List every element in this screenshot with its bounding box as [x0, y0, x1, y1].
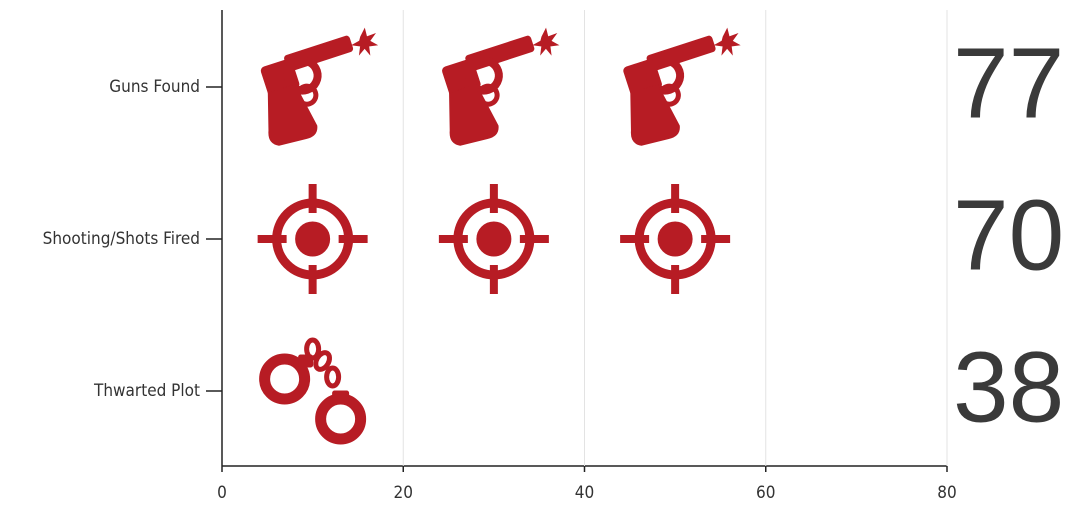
icon-remainder: [791, 29, 921, 149]
icon-remainder: [801, 184, 911, 294]
icon: [265, 340, 361, 439]
value-label: 38: [953, 331, 1064, 443]
icon-remainder: [446, 340, 542, 439]
y-tick-label: Shooting/Shots Fired: [43, 229, 200, 249]
icon: [609, 29, 739, 149]
y-tick-label: Guns Found: [109, 77, 200, 97]
icon: [258, 184, 368, 294]
x-tick-label: 20: [394, 483, 413, 503]
icon: [439, 184, 549, 294]
icon: [791, 29, 921, 149]
icon: [801, 184, 911, 294]
x-tick-label: 40: [575, 483, 594, 503]
icon: [446, 340, 542, 439]
x-tick-label: 0: [217, 483, 227, 503]
icon-row: [247, 29, 920, 149]
icon: [620, 184, 730, 294]
value-label: 77: [953, 27, 1064, 139]
y-tick-label: Thwarted Plot: [93, 381, 200, 401]
x-tick-label: 80: [937, 483, 956, 503]
icon: [428, 29, 558, 149]
x-tick-label: 60: [756, 483, 775, 503]
icon: [247, 29, 377, 149]
value-label: 70: [953, 179, 1064, 291]
